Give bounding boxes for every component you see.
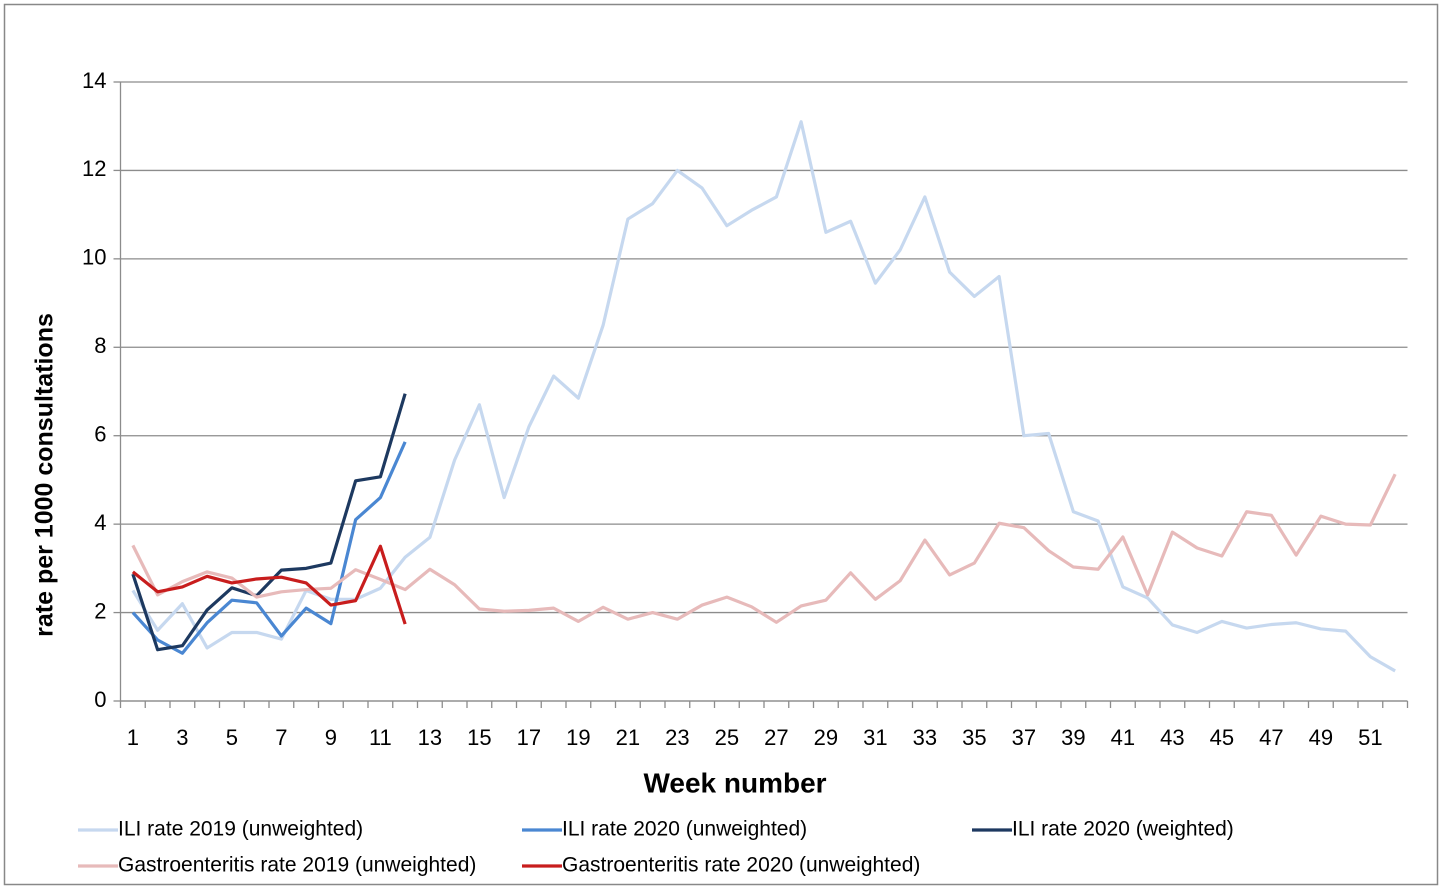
series-line	[131, 120, 1396, 673]
legend-label: Gastroenteritis rate 2020 (unweighted)	[562, 854, 920, 877]
x-tick-label: 45	[1210, 725, 1234, 750]
y-axis-title: rate per 1000 consultations	[31, 313, 59, 637]
series-line	[131, 393, 407, 652]
x-tick-label: 39	[1061, 725, 1085, 750]
x-tick-label: 9	[325, 725, 337, 750]
x-tick-label: 21	[616, 725, 640, 750]
x-tick-label: 7	[275, 725, 287, 750]
x-tick-label: 47	[1259, 725, 1283, 750]
legend-label: ILI rate 2019 (unweighted)	[118, 818, 363, 841]
y-tick-label: 0	[94, 687, 106, 712]
series-line	[131, 441, 407, 655]
x-tick-label: 5	[226, 725, 238, 750]
y-tick-label: 10	[82, 245, 106, 270]
x-tick-label: 25	[715, 725, 739, 750]
x-tick-label: 49	[1309, 725, 1333, 750]
y-tick-label: 8	[94, 333, 106, 358]
x-tick-label: 3	[176, 725, 188, 750]
y-tick-label: 2	[94, 598, 106, 623]
x-tick-label: 11	[369, 725, 392, 750]
x-tick-label: 35	[962, 725, 986, 750]
x-tick-label: 13	[418, 725, 442, 750]
series-line	[131, 473, 1397, 624]
x-tick-label: 1	[127, 725, 139, 750]
x-axis-title: Week number	[643, 767, 826, 798]
x-tick-label: 17	[517, 725, 541, 750]
y-tick-label: 14	[82, 68, 106, 93]
chart-border	[3, 3, 1439, 886]
x-tick-label: 23	[665, 725, 689, 750]
x-tick-label: 37	[1012, 725, 1036, 750]
x-tick-label: 33	[913, 725, 937, 750]
x-tick-label: 41	[1111, 725, 1135, 750]
x-tick-label: 31	[863, 725, 887, 750]
series-line	[131, 544, 407, 625]
x-tick-label: 43	[1160, 725, 1184, 750]
x-tick-label: 51	[1358, 725, 1382, 750]
y-tick-label: 6	[94, 422, 106, 447]
legend-label: Gastroenteritis rate 2019 (unweighted)	[118, 854, 476, 877]
x-tick-label: 15	[467, 725, 491, 750]
x-tick-label: 19	[566, 725, 590, 750]
legend-label: ILI rate 2020 (unweighted)	[562, 818, 807, 841]
x-tick-label: 27	[764, 725, 788, 750]
x-tick-label: 29	[814, 725, 838, 750]
legend-label: ILI rate 2020 (weighted)	[1012, 818, 1234, 841]
y-tick-label: 12	[82, 156, 106, 181]
y-tick-label: 4	[94, 510, 106, 535]
